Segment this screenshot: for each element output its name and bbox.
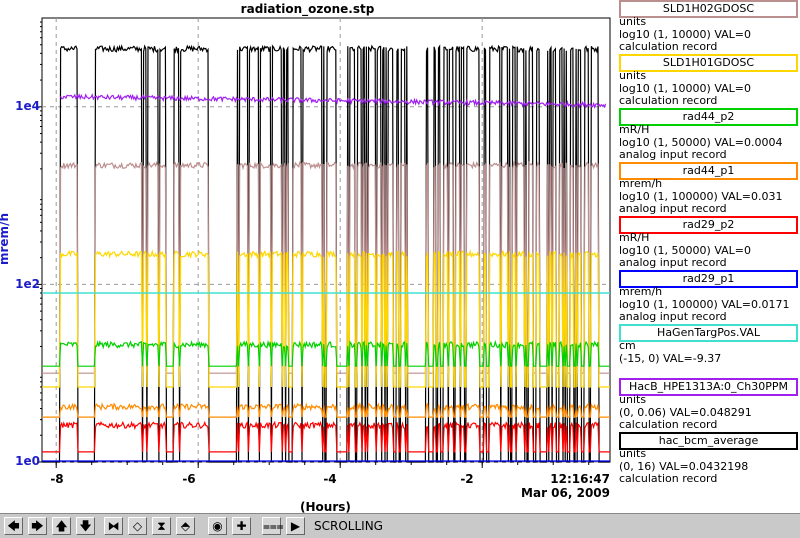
legend-range: log10 (1, 10000) VAL=0 bbox=[619, 27, 752, 41]
legend-units: units bbox=[619, 15, 647, 28]
toolbar: 🡄 🡆 🡅 🡇 ⧓ ◇ ⧗ ⬘ ◉ ✚ ⩶ ▶ SCROLLING bbox=[0, 513, 800, 538]
zoom-in-vertical-icon: ⧗ bbox=[157, 519, 166, 533]
x-tick-label-m2: -2 bbox=[460, 472, 474, 486]
series-line-hacb-hpe1313a-ch30ppm bbox=[60, 93, 607, 109]
zoom-out-vertical-button[interactable]: ⬘ bbox=[176, 517, 195, 535]
scroll-mode-button[interactable]: ⩶ bbox=[262, 517, 284, 535]
arrow-up-icon: 🡅 bbox=[55, 519, 68, 533]
legend-pv-info: units log10 (1, 10000) VAL=0 calculation r… bbox=[619, 69, 752, 108]
legend-pv-name-button[interactable]: HacB_HPE1313A:0_Ch30PPM bbox=[619, 378, 798, 396]
legend-range: (0, 16) VAL=0.0432198 bbox=[619, 459, 749, 473]
legend-record-type: analog input record bbox=[619, 256, 727, 270]
legend-range: log10 (1, 100000) VAL=0.031 bbox=[619, 189, 783, 203]
add-pv-button[interactable]: ✚ bbox=[232, 517, 251, 535]
x-axis-label: (Hours) bbox=[300, 500, 351, 514]
legend-range: log10 (1, 10000) VAL=0 bbox=[619, 81, 752, 95]
legend-entry: SLD1H02GDOSC units log10 (1, 10000) VAL=0 c… bbox=[614, 0, 800, 54]
legend-pv-info: mR/H log10 (1, 50000) VAL=0.0004 analog in… bbox=[619, 123, 783, 162]
legend-units: mrem/h bbox=[619, 177, 663, 190]
legend-entry: SLD1H01GDOSC units log10 (1, 10000) VAL=0 c… bbox=[614, 54, 800, 108]
arrow-right-icon: 🡆 bbox=[31, 519, 44, 533]
legend-record-type: calculation record bbox=[619, 418, 718, 432]
legend-pv-info: mrem/h log10 (1, 100000) VAL=0.031 analog … bbox=[619, 177, 783, 216]
series-line-sld1h01gdosc bbox=[42, 249, 610, 388]
autoscale-button[interactable]: ◉ bbox=[208, 517, 227, 535]
mode-label: SCROLLING bbox=[314, 519, 383, 533]
legend-pv-info: mR/H log10 (1, 50000) VAL=0 analog input r… bbox=[619, 231, 752, 270]
x-tick-label-m6: -6 bbox=[182, 472, 196, 486]
legend-pv-info: units log10 (1, 10000) VAL=0 calculation r… bbox=[619, 15, 752, 54]
legend-pv-name-button[interactable]: rad29_p2 bbox=[619, 216, 798, 234]
legend-range: (-15, 0) VAL=-9.37 bbox=[619, 351, 722, 365]
legend-entry: rad44_p2 mR/H log10 (1, 50000) VAL=0.0004 a… bbox=[614, 108, 800, 162]
legend-range: log10 (1, 50000) VAL=0 bbox=[619, 243, 752, 257]
x-tick-label-m8: -8 bbox=[50, 472, 64, 486]
legend-pv-info: cm (-15, 0) VAL=-9.37 bbox=[619, 339, 722, 365]
zoom-out-horizontal-button[interactable]: ◇ bbox=[128, 517, 147, 535]
legend-pv-name-button[interactable]: SLD1H01GDOSC bbox=[619, 54, 798, 72]
plot-title: radiation_ozone.stp bbox=[240, 2, 375, 16]
legend-pv-name-button[interactable]: SLD1H02GDOSC bbox=[619, 0, 798, 18]
legend-record-type: calculation record bbox=[619, 40, 718, 54]
legend-units: cm bbox=[619, 339, 636, 352]
y-tick-label-1e2: 1e2 bbox=[15, 277, 40, 291]
legend-range: log10 (1, 50000) VAL=0.0004 bbox=[619, 135, 783, 149]
autoscale-icon: ◉ bbox=[212, 519, 223, 533]
legend-range: (0, 0.06) VAL=0.048291 bbox=[619, 405, 752, 419]
legend-range: log10 (1, 100000) VAL=0.0171 bbox=[619, 297, 790, 311]
arrow-down-icon: 🡇 bbox=[79, 519, 92, 533]
legend-units: mrem/h bbox=[619, 285, 663, 298]
legend-entry: rad29_p2 mR/H log10 (1, 50000) VAL=0 analog… bbox=[614, 216, 800, 270]
zoom-in-vertical-button[interactable]: ⧗ bbox=[152, 517, 171, 535]
legend-entry: hac_bcm_average units (0, 16) VAL=0.043219… bbox=[614, 432, 800, 486]
legend-panel: SLD1H02GDOSC units log10 (1, 10000) VAL=0 c… bbox=[614, 0, 800, 486]
end-time-label: 12:16:47 bbox=[550, 472, 610, 486]
legend-pv-name-button[interactable]: HaGenTargPos.VAL bbox=[619, 324, 798, 342]
zoom-out-horizontal-icon: ◇ bbox=[132, 519, 143, 533]
legend-pv-name-button[interactable]: rad44_p1 bbox=[619, 162, 798, 180]
arrow-up-button[interactable]: 🡅 bbox=[52, 517, 71, 535]
arrow-left-button[interactable]: 🡄 bbox=[4, 517, 23, 535]
arrow-left-icon: 🡄 bbox=[7, 519, 20, 533]
arrow-down-button[interactable]: 🡇 bbox=[76, 517, 95, 535]
arrow-right-button[interactable]: 🡆 bbox=[28, 517, 47, 535]
legend-pv-info: units (0, 0.06) VAL=0.048291 calculation r… bbox=[619, 393, 752, 432]
zoom-in-horizontal-icon: ⧓ bbox=[107, 519, 120, 533]
legend-entry: HacB_HPE1313A:0_Ch30PPM units (0, 0.06) VA… bbox=[614, 378, 800, 432]
x-tick-label-m4: -4 bbox=[323, 472, 337, 486]
legend-record-type: analog input record bbox=[619, 310, 727, 324]
play-icon: ▶ bbox=[290, 519, 301, 533]
legend-pv-name-button[interactable]: hac_bcm_average bbox=[619, 432, 798, 450]
y-axis-label: mrem/h bbox=[0, 213, 11, 265]
legend-entry: rad44_p1 mrem/h log10 (1, 100000) VAL=0.03… bbox=[614, 162, 800, 216]
scroll-mode-icon: ⩶ bbox=[263, 519, 284, 533]
legend-pv-info: units (0, 16) VAL=0.0432198 calculation re… bbox=[619, 447, 749, 486]
legend-units: units bbox=[619, 69, 647, 82]
legend-pv-name-button[interactable]: rad29_p1 bbox=[619, 270, 798, 288]
series-line-rad29-p2 bbox=[42, 420, 610, 453]
legend-record-type: analog input record bbox=[619, 148, 727, 162]
zoom-in-horizontal-button[interactable]: ⧓ bbox=[104, 517, 123, 535]
legend-units: mR/H bbox=[619, 123, 650, 136]
legend-entry: rad29_p1 mrem/h log10 (1, 100000) VAL=0.01… bbox=[614, 270, 800, 324]
legend-record-type: analog input record bbox=[619, 202, 727, 216]
legend-record-type: calculation record bbox=[619, 94, 718, 108]
end-date-label: Mar 06, 2009 bbox=[521, 486, 610, 500]
legend-entry: HaGenTargPos.VAL cm (-15, 0) VAL=-9.37 bbox=[614, 324, 800, 378]
play-button[interactable]: ▶ bbox=[286, 517, 305, 535]
series-line-rad44-p1 bbox=[42, 401, 610, 418]
add-pv-icon: ✚ bbox=[236, 519, 247, 533]
legend-pv-name-button[interactable]: rad44_p2 bbox=[619, 108, 798, 126]
legend-units: units bbox=[619, 393, 647, 406]
y-tick-label-1e0: 1e0 bbox=[15, 454, 40, 468]
y-tick-label-1e4: 1e4 bbox=[15, 99, 40, 113]
zoom-out-vertical-icon: ⬘ bbox=[180, 519, 191, 533]
legend-units: mR/H bbox=[619, 231, 650, 244]
series-line-rad44-p2 bbox=[42, 339, 610, 367]
legend-units: units bbox=[619, 447, 647, 460]
legend-pv-info: mrem/h log10 (1, 100000) VAL=0.0171 analog… bbox=[619, 285, 790, 324]
legend-record-type: calculation record bbox=[619, 472, 718, 486]
plot-area[interactable] bbox=[0, 0, 615, 512]
